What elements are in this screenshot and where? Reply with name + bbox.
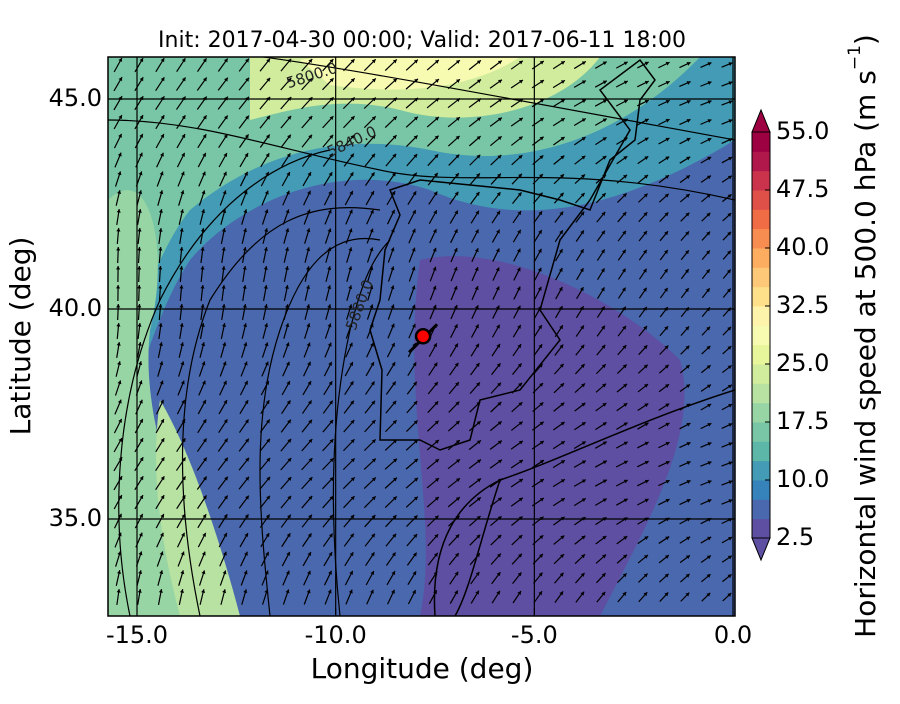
colorbar-extend-high: [752, 110, 770, 132]
colorbar-tick-label: 25.0: [776, 349, 829, 377]
y-tick-label: 40.0: [49, 294, 102, 322]
colorbar-tick-label: 17.5: [776, 407, 829, 435]
x-tick-label: 0.0: [714, 621, 752, 649]
colorbar-band: [752, 190, 770, 210]
x-tick-label: -15.0: [106, 621, 168, 649]
site-marker: [416, 329, 430, 343]
colorbar-tick-label: 2.5: [776, 523, 814, 551]
colorbar-band: [752, 132, 770, 152]
colorbar-band: [752, 461, 770, 481]
colorbar-band: [752, 403, 770, 423]
colorbar-band: [752, 229, 770, 249]
y-tick-label: 45.0: [49, 84, 102, 112]
colorbar-band: [752, 306, 770, 326]
colorbar-tick-label: 47.5: [776, 175, 829, 203]
y-axis-label: Latitude (deg): [4, 237, 37, 436]
x-axis-label: Longitude (deg): [311, 652, 534, 685]
x-tick-label: -5.0: [511, 621, 558, 649]
colorbar-tick-label: 40.0: [776, 233, 829, 261]
colorbar-band: [752, 287, 770, 307]
colorbar-band: [752, 209, 770, 229]
colorbar-extend-low: [752, 538, 770, 560]
y-tick-label: 35.0: [49, 504, 102, 532]
colorbar-band: [752, 383, 770, 403]
x-tick-label: -10.0: [305, 621, 367, 649]
colorbar-band: [752, 248, 770, 268]
colorbar-band: [752, 267, 770, 287]
colorbar-band: [752, 499, 770, 519]
colorbar-band: [752, 519, 770, 539]
colorbar-band: [752, 480, 770, 500]
colorbar-tick-label: 55.0: [776, 117, 829, 145]
colorbar-band: [752, 364, 770, 384]
colorbar-tick-label: 32.5: [776, 291, 829, 319]
colorbar-band: [752, 441, 770, 461]
colorbar-label: Horizontal wind speed at 500.0 hPa (m s−…: [845, 34, 882, 638]
colorbar-band: [752, 325, 770, 345]
colorbar-band: [752, 422, 770, 442]
colorbar-band: [752, 171, 770, 191]
map-title: Init: 2017-04-30 00:00; Valid: 2017-06-1…: [158, 28, 686, 53]
colorbar-band: [752, 345, 770, 365]
colorbar-tick-label: 10.0: [776, 465, 829, 493]
colorbar-band: [752, 151, 770, 171]
